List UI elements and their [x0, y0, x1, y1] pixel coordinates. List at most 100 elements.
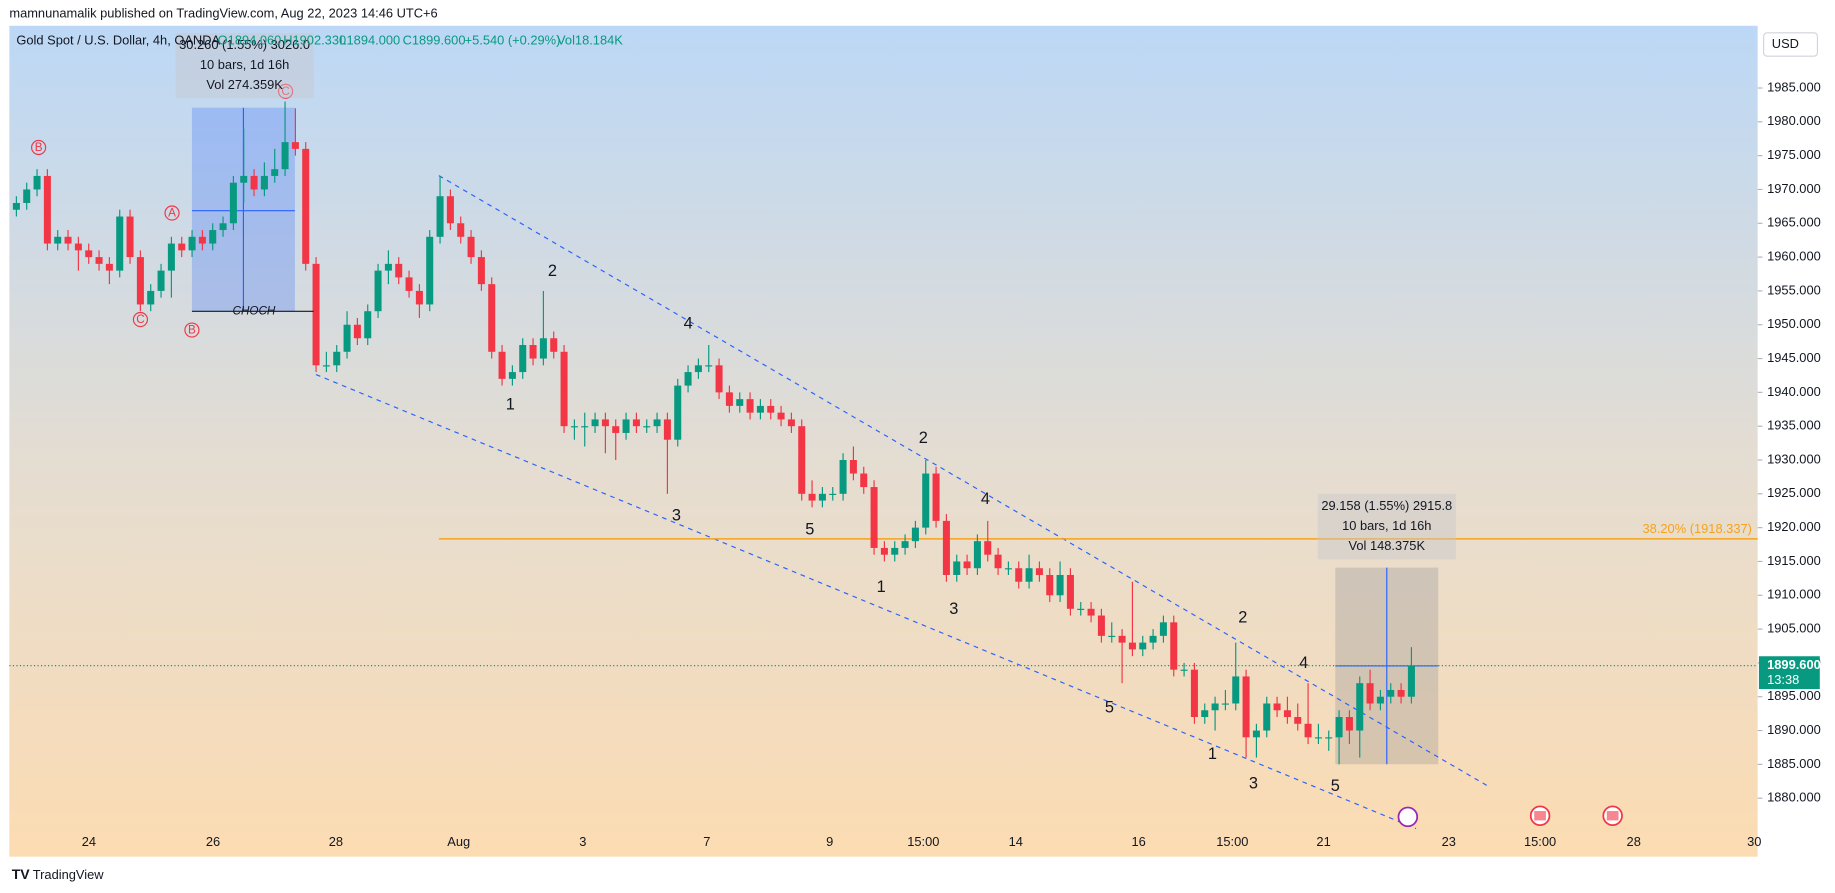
candle-body	[405, 277, 413, 291]
y-tick-label: 1880.000	[1767, 790, 1821, 805]
candle-body	[1345, 717, 1353, 731]
candle-body	[601, 419, 609, 427]
wave-label: 1	[877, 578, 886, 596]
wave-label: 2	[548, 262, 557, 280]
candle-body	[839, 460, 847, 494]
y-tick-label: 1935.000	[1767, 418, 1821, 433]
wave-label: 4	[684, 315, 693, 333]
candle-body	[1211, 703, 1219, 711]
candle-body	[343, 324, 351, 352]
x-tick-label: 9	[826, 834, 833, 849]
candle-body	[1139, 642, 1147, 650]
candle-body	[23, 189, 31, 203]
y-tick-label: 1960.000	[1767, 249, 1821, 264]
measure-text: 10 bars, 1d 16h	[200, 57, 289, 72]
candle-body	[529, 345, 537, 359]
open: O1894.060	[218, 32, 282, 47]
channel-upper	[438, 175, 1489, 787]
wave-circle	[184, 322, 200, 338]
y-tick-label: 1970.000	[1767, 181, 1821, 196]
x-tick-label: 16	[1132, 834, 1146, 849]
close: C1899.600	[403, 32, 466, 47]
y-tick-label: 1885.000	[1767, 756, 1821, 771]
candle-body	[271, 169, 279, 176]
candle-body	[632, 419, 640, 427]
wave-label: 4	[981, 490, 990, 508]
wave-label: 2	[1238, 608, 1247, 626]
candle-body	[12, 202, 20, 210]
candle-body	[891, 547, 899, 555]
candle-body	[922, 473, 930, 528]
wave-label: 4	[1299, 654, 1308, 672]
candle-body	[787, 419, 795, 427]
x-tick-label: 15:00	[1524, 834, 1556, 849]
currency-button[interactable]	[1763, 32, 1819, 57]
wave-label: 3	[949, 600, 958, 618]
candle-body	[663, 419, 671, 440]
candle-body	[209, 230, 217, 244]
candle-body	[1387, 689, 1395, 697]
candle-body	[777, 412, 785, 420]
price-tag-countdown: 13:38	[1767, 672, 1799, 687]
candle-body	[1180, 669, 1188, 671]
y-tick-label: 1950.000	[1767, 316, 1821, 331]
y-tick-label: 1985.000	[1767, 79, 1821, 94]
price-tag	[1758, 656, 1820, 690]
wave-label: 2	[919, 429, 928, 447]
candle-body	[1066, 574, 1074, 609]
y-tick-label: 1895.000	[1767, 688, 1821, 703]
candle-body	[415, 290, 423, 305]
candle-body	[684, 372, 692, 386]
candle-body	[43, 175, 51, 244]
candle-body	[1376, 696, 1384, 704]
candle-body	[240, 175, 248, 183]
candle-body	[95, 257, 103, 264]
logo-mark: TV	[12, 866, 31, 882]
y-tick-label: 1915.000	[1767, 553, 1821, 568]
candle-body	[33, 175, 41, 190]
candle-body	[550, 338, 558, 352]
wave-label: 1	[1208, 745, 1217, 763]
candle-body	[942, 520, 950, 575]
candle-body	[333, 351, 341, 366]
low: L1894.000	[339, 32, 400, 47]
candle-body	[1025, 568, 1033, 582]
wave-circle	[31, 139, 47, 156]
candle-body	[229, 182, 237, 224]
candle-body	[136, 257, 144, 305]
y-tick-label: 1965.000	[1767, 215, 1821, 230]
candle-body	[560, 351, 568, 427]
wave-label: 1	[506, 395, 515, 413]
wave-circled-label: B	[35, 141, 43, 154]
candle-body	[1325, 737, 1333, 739]
wave-label: 5	[805, 521, 814, 539]
x-tick-label: 28	[1627, 834, 1641, 849]
candle-body	[374, 270, 382, 312]
candle-body	[736, 399, 744, 406]
candle-body	[1304, 723, 1312, 738]
candle-body	[1170, 622, 1178, 670]
candle-body	[74, 243, 82, 251]
candle-body	[901, 541, 909, 548]
candle-body	[1407, 665, 1415, 697]
candle-body	[591, 419, 599, 427]
candle-body	[467, 236, 475, 258]
candle-body	[322, 365, 330, 367]
candle-body	[250, 175, 258, 190]
candle-body	[715, 365, 723, 393]
candle-body	[1035, 568, 1043, 575]
candle-body	[1149, 635, 1157, 643]
fib-label: 38.20% (1918.337)	[1643, 521, 1752, 536]
candle-body	[756, 405, 764, 413]
measure-info	[175, 32, 314, 99]
candle-body	[1314, 737, 1322, 739]
candle-body	[1232, 676, 1240, 704]
candle-body	[932, 473, 940, 521]
candle-body	[1356, 683, 1364, 731]
x-tick-label: 26	[206, 834, 220, 849]
change: +5.540 (+0.29%)	[465, 32, 561, 47]
candle-body	[178, 243, 186, 251]
measure-info	[1317, 493, 1456, 560]
price-axis	[1757, 25, 1835, 857]
